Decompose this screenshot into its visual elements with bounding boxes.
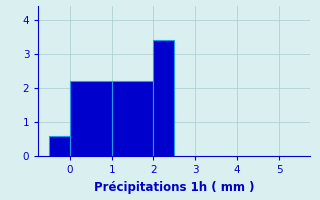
- Bar: [70, 81, 112, 156]
- Bar: [112, 81, 154, 156]
- Bar: [49, 136, 70, 156]
- Bar: [154, 40, 174, 156]
- X-axis label: Précipitations 1h ( mm ): Précipitations 1h ( mm ): [94, 181, 255, 194]
